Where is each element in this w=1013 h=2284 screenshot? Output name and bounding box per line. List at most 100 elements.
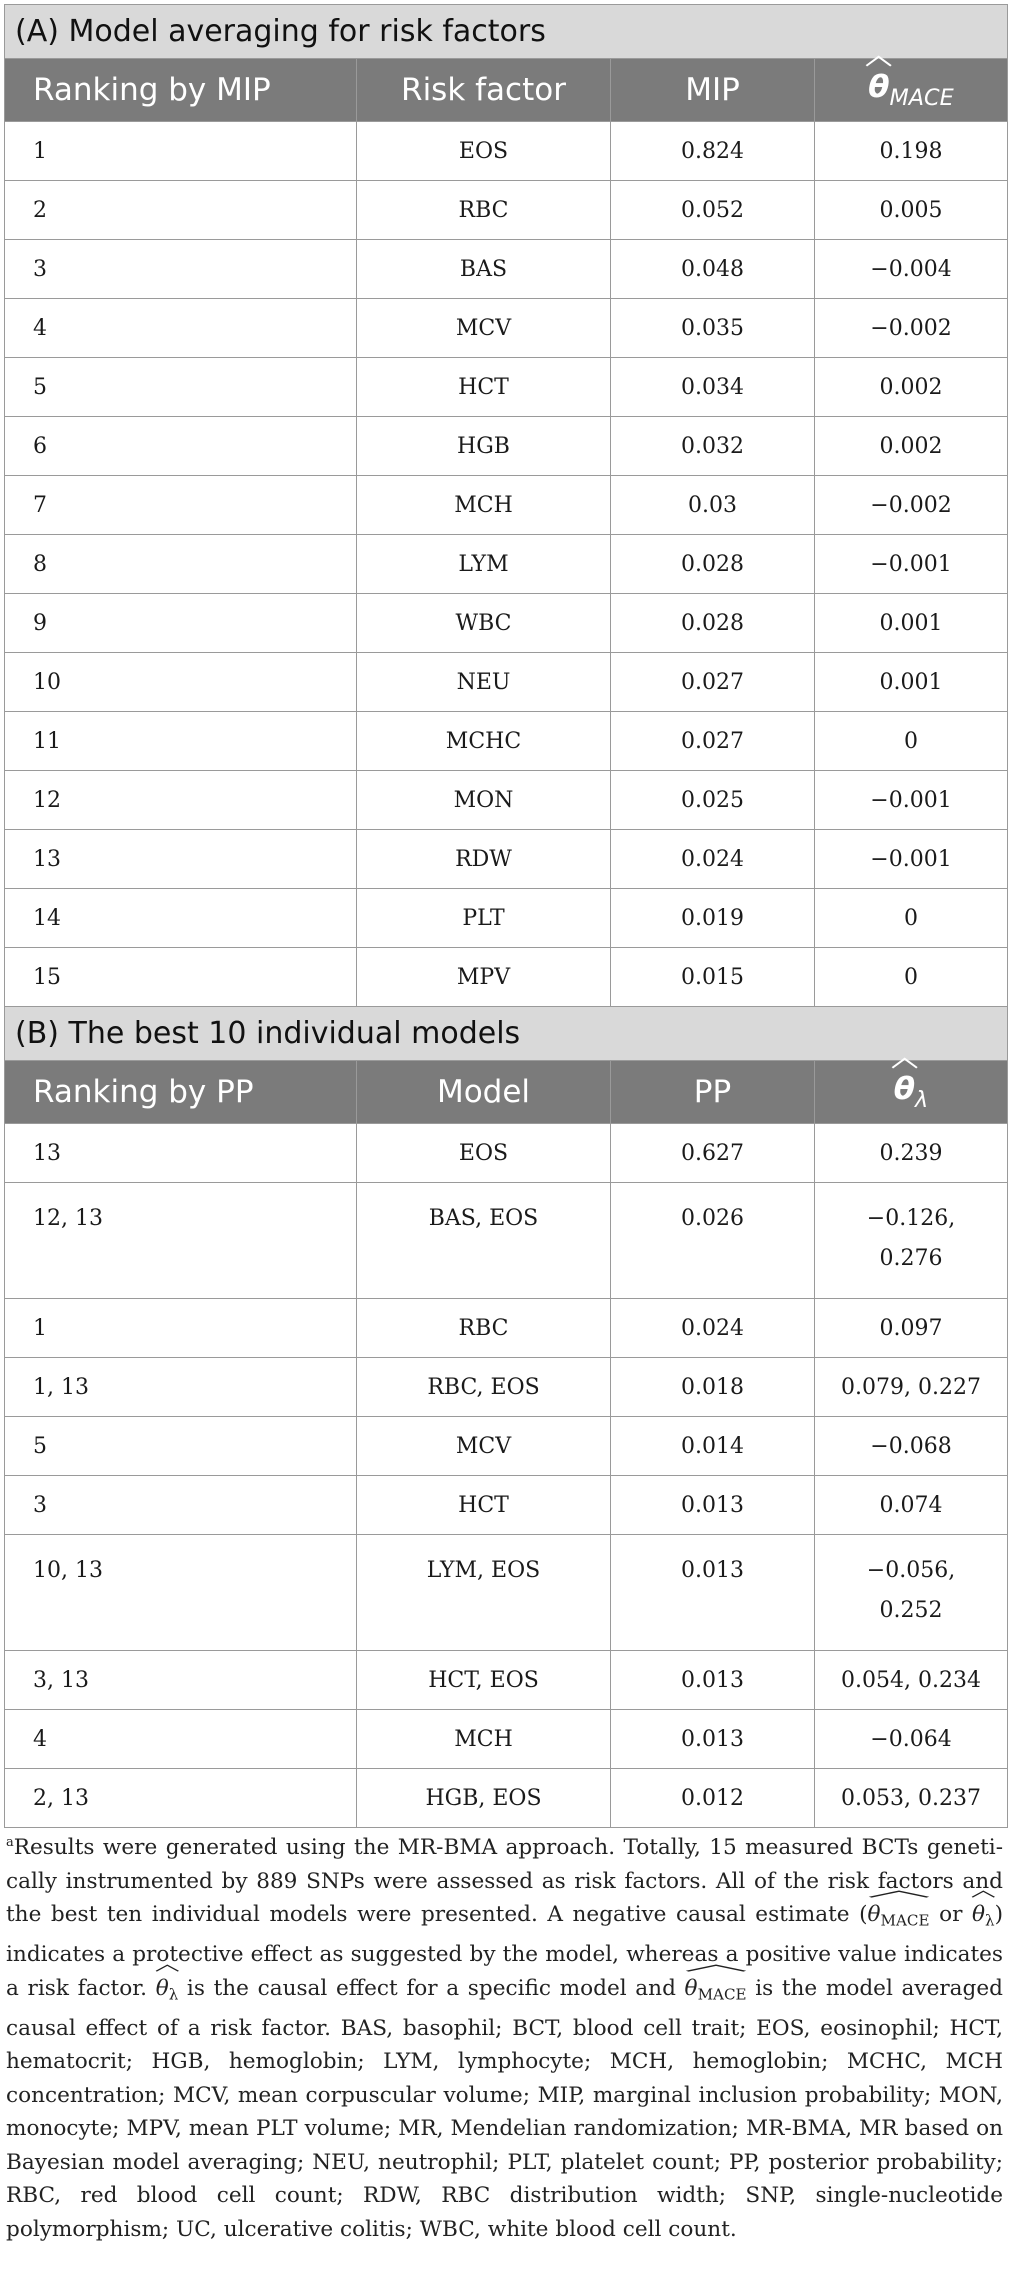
ranking-cell: 6: [4, 416, 357, 476]
table-row: 1 EOS 0.824 0.198: [4, 121, 1008, 181]
risk-factor-cell: LYM: [356, 534, 611, 594]
ranking-cell: 13: [4, 829, 357, 889]
ranking-cell: 12: [4, 770, 357, 830]
ranking-cell: 10, 13: [4, 1534, 357, 1651]
theta-mace-cell: 0: [814, 711, 1008, 771]
table-row: 10, 13 LYM, EOS 0.013 −0.056, 0.252: [4, 1534, 1008, 1651]
mip-cell: 0.024: [610, 829, 815, 889]
theta-hat-symbol: θ: [865, 55, 892, 105]
risk-factor-cell: HGB: [356, 416, 611, 476]
results-table-container: (A) Model averaging for risk factors Ran…: [4, 4, 1008, 1828]
section-a-header-row: Ranking by MIP Risk factor MIP θMACE: [4, 55, 1008, 122]
theta-lambda-cell: 0.079, 0.227: [814, 1357, 1008, 1417]
theta-lambda-value: 0.239: [879, 1140, 943, 1166]
theta-lambda-value: 0.054, 0.234: [841, 1667, 981, 1693]
theta-lambda-value: −0.064: [870, 1726, 952, 1752]
theta-mace-cell: 0.198: [814, 121, 1008, 181]
model-cell: HCT: [356, 1475, 611, 1535]
theta-lambda-value: −0.056,: [866, 1558, 956, 1583]
pp-cell: 0.627: [610, 1123, 815, 1183]
mip-cell: 0.048: [610, 239, 815, 299]
table-row: 11 MCHC 0.027 0: [4, 711, 1008, 771]
table-row: 14 PLT 0.019 0: [4, 888, 1008, 948]
pp-cell: 0.013: [610, 1534, 815, 1651]
ranking-cell: 4: [4, 1709, 357, 1769]
risk-factor-cell: MCV: [356, 298, 611, 358]
theta-mace-cell: 0.001: [814, 652, 1008, 712]
theta-mace-cell: −0.004: [814, 239, 1008, 299]
ranking-cell: 5: [4, 357, 357, 417]
risk-factor-cell: HCT: [356, 357, 611, 417]
theta-lambda-cell: 0.074: [814, 1475, 1008, 1535]
mip-cell: 0.03: [610, 475, 815, 535]
header-pp: PP: [610, 1060, 815, 1124]
theta-lambda-value: 0.097: [879, 1315, 943, 1341]
mip-cell: 0.027: [610, 652, 815, 712]
theta-lambda-cell: 0.053, 0.237: [814, 1768, 1008, 1828]
theta-lambda-cell: 0.054, 0.234: [814, 1650, 1008, 1710]
model-cell: LYM, EOS: [356, 1534, 611, 1651]
mip-cell: 0.015: [610, 947, 815, 1007]
theta-lambda-value: 0.053, 0.237: [841, 1785, 981, 1811]
header-ranking-by-mip: Ranking by MIP: [4, 58, 357, 122]
table-row: 1 RBC 0.024 0.097: [4, 1298, 1008, 1358]
ranking-cell: 2, 13: [4, 1768, 357, 1828]
pp-cell: 0.012: [610, 1768, 815, 1828]
theta-lambda-value: −0.126,: [866, 1206, 956, 1231]
model-cell: HCT, EOS: [356, 1650, 611, 1710]
theta-mace-cell: 0.002: [814, 357, 1008, 417]
results-table: (A) Model averaging for risk factors Ran…: [4, 4, 1008, 1828]
theta-lambda-cell: −0.056, 0.252: [814, 1534, 1008, 1651]
pp-cell: 0.018: [610, 1357, 815, 1417]
table-row: 10 NEU 0.027 0.001: [4, 652, 1008, 712]
ranking-cell: 2: [4, 180, 357, 240]
theta-mace-cell: −0.001: [814, 534, 1008, 594]
table-row: 9 WBC 0.028 0.001: [4, 593, 1008, 653]
risk-factor-cell: MCH: [356, 475, 611, 535]
theta-hat-mace-inline: θMACE: [868, 1890, 930, 1938]
table-row: 12, 13 BAS, EOS 0.026 −0.126, 0.276: [4, 1182, 1008, 1299]
theta-hat-lambda-inline-2: θλ: [155, 1964, 179, 2012]
header-mip: MIP: [610, 58, 815, 122]
table-row: 13 RDW 0.024 −0.001: [4, 829, 1008, 889]
ranking-cell: 3: [4, 239, 357, 299]
theta-mace-cell: 0.001: [814, 593, 1008, 653]
footnote-marker: a: [6, 1835, 14, 1850]
risk-factor-cell: BAS: [356, 239, 611, 299]
ranking-cell: 3: [4, 1475, 357, 1535]
ranking-cell: 7: [4, 475, 357, 535]
ranking-cell: 10: [4, 652, 357, 712]
ranking-cell: 1, 13: [4, 1357, 357, 1417]
risk-factor-cell: RBC: [356, 180, 611, 240]
table-row: 8 LYM 0.028 −0.001: [4, 534, 1008, 594]
theta-mace-cell: −0.001: [814, 829, 1008, 889]
model-cell: MCV: [356, 1416, 611, 1476]
section-b-title: (B) The best 10 individual models: [4, 1006, 1008, 1061]
theta-mace-cell: 0: [814, 947, 1008, 1007]
risk-factor-cell: PLT: [356, 888, 611, 948]
theta-lambda-cell: −0.064: [814, 1709, 1008, 1769]
mip-cell: 0.019: [610, 888, 815, 948]
table-row: 3, 13 HCT, EOS 0.013 0.054, 0.234: [4, 1650, 1008, 1710]
risk-factor-cell: MON: [356, 770, 611, 830]
footnote-text-1: Results were generated using the MR-BMA …: [6, 1835, 1003, 1927]
theta-mace-cell: 0: [814, 888, 1008, 948]
model-cell: BAS, EOS: [356, 1182, 611, 1299]
section-b-header-row: Ranking by PP Model PP θλ: [4, 1057, 1008, 1124]
section-a-title: (A) Model averaging for risk factors: [4, 4, 1008, 59]
footnote-text-3: is the causal effect for a specific mode…: [178, 1975, 685, 2001]
footnote-or: or: [929, 1902, 972, 1927]
pp-cell: 0.026: [610, 1182, 815, 1299]
table-row: 6 HGB 0.032 0.002: [4, 416, 1008, 476]
mip-cell: 0.027: [610, 711, 815, 771]
pp-cell: 0.013: [610, 1475, 815, 1535]
theta-mace-cell: 0.002: [814, 416, 1008, 476]
header-theta-mace: θMACE: [814, 55, 1008, 122]
table-row: 15 MPV 0.015 0: [4, 947, 1008, 1007]
model-cell: EOS: [356, 1123, 611, 1183]
table-row: 12 MON 0.025 −0.001: [4, 770, 1008, 830]
mip-cell: 0.824: [610, 121, 815, 181]
theta-subscript-mace: MACE: [889, 84, 954, 111]
risk-factor-cell: EOS: [356, 121, 611, 181]
ranking-cell: 9: [4, 593, 357, 653]
